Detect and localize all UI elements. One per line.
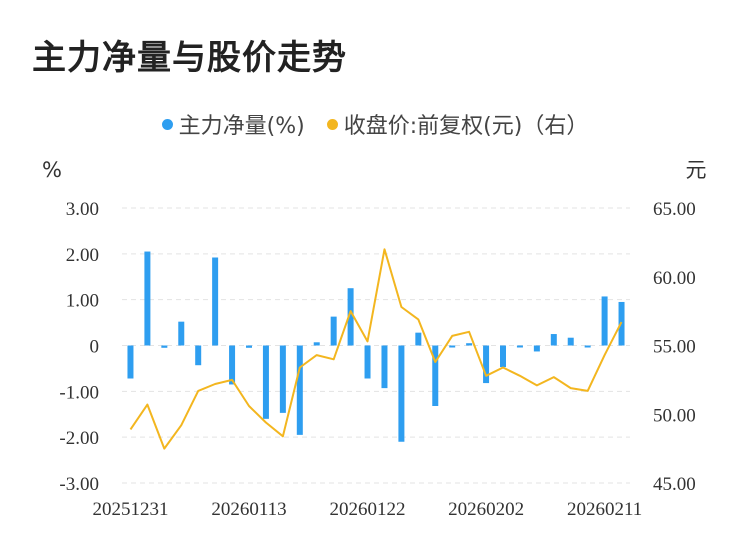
right-tick-label: 50.00 [653, 405, 696, 426]
left-tick-label: 3.00 [66, 199, 99, 220]
net-flow-bar [516, 345, 523, 348]
left-tick-label: -2.00 [59, 428, 99, 449]
right-axis-unit: 元 [686, 158, 707, 182]
legend-item-close-price[interactable]: 收盘价:前复权(元)（右） [326, 108, 589, 140]
right-tick-label: 65.00 [653, 199, 696, 220]
net-flow-bar [449, 345, 456, 348]
net-flow-bar [398, 345, 405, 442]
x-tick-label: 20260211 [567, 499, 642, 520]
net-flow-bar [144, 251, 151, 346]
net-flow-bar [347, 288, 354, 346]
net-flow-bar [381, 345, 388, 389]
net-flow-bar [195, 345, 202, 366]
net-flow-bar [161, 345, 168, 348]
net-flow-bar [127, 345, 134, 379]
chart-title: 主力净量与股价走势 [32, 38, 347, 78]
net-flow-bar [567, 337, 574, 346]
axes: % 元 3.00 2.00 1.00 0 -1.00 -2.00 -3.00 65.00 60.… [42, 158, 706, 520]
left-tick-label: -3.00 [59, 474, 99, 495]
right-tick-label: 45.00 [653, 474, 696, 495]
net-flow-bar [212, 257, 219, 346]
net-flow-bar [313, 342, 320, 346]
net-flow-bar [296, 345, 303, 435]
net-flow-bar [246, 345, 252, 348]
x-tick-label: 20251231 [92, 499, 168, 520]
net-flow-bar [279, 345, 286, 413]
left-tick-label: 0 [90, 337, 100, 358]
legend-label-net-flow: 主力净量(%) [178, 114, 305, 139]
x-tick-label: 20260122 [330, 499, 406, 520]
bar-series [127, 251, 625, 442]
net-flow-bar [330, 316, 337, 346]
net-flow-bar [178, 321, 185, 346]
left-tick-label: -1.00 [59, 382, 99, 403]
left-tick-label: 1.00 [66, 291, 99, 312]
right-tick-label: 60.00 [653, 268, 696, 289]
legend-item-net-flow[interactable]: 主力净量(%) [161, 108, 305, 140]
left-tick-label: 2.00 [66, 245, 99, 266]
net-flow-bar [262, 345, 269, 419]
net-flow-bar [364, 345, 371, 379]
net-flow-bar [466, 343, 473, 346]
net-flow-bar [533, 345, 540, 352]
net-flow-bar [229, 345, 236, 385]
net-flow-bar [500, 345, 506, 368]
net-flow-bar [432, 345, 439, 406]
net-flow-bar [415, 332, 422, 346]
net-flow-bar [550, 334, 557, 346]
legend-line-marker-icon [326, 118, 338, 130]
left-axis-unit: % [42, 158, 62, 182]
close-price-line [129, 248, 623, 450]
net-flow-bar [601, 296, 608, 346]
x-tick-label: 20260113 [211, 499, 286, 520]
legend-label-close-price: 收盘价:前复权(元)（右） [343, 114, 589, 139]
legend-bar-marker-icon [161, 118, 173, 130]
right-tick-label: 55.00 [653, 337, 696, 358]
net-flow-bar [584, 345, 591, 348]
x-tick-label: 20260202 [448, 499, 524, 520]
net-flow-bar [483, 345, 490, 384]
gridlines [122, 207, 630, 484]
legend: 主力净量(%) 收盘价:前复权(元)（右） [0, 108, 750, 140]
line-series [129, 248, 623, 450]
